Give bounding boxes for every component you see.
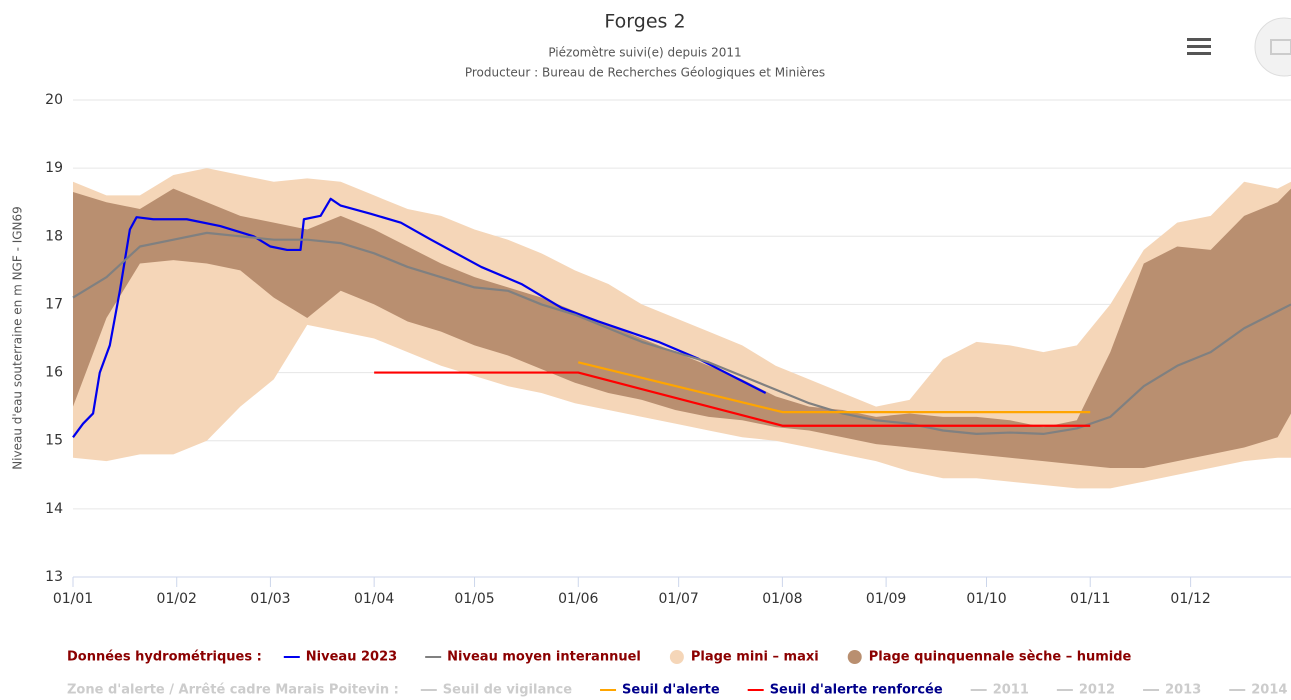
legend-item[interactable]: 2011: [970, 683, 1029, 698]
legend-label: 2014: [1251, 683, 1287, 698]
menu-bar: [1187, 45, 1211, 48]
legend-item[interactable]: 2014: [1229, 683, 1287, 698]
legend-label: Seuil d'alerte: [622, 683, 720, 698]
y-tick-label: 20: [45, 92, 63, 108]
chart-subtitle: Producteur : Bureau de Recherches Géolog…: [465, 66, 825, 80]
legend-label: 2013: [1165, 683, 1201, 698]
x-tick-label: 01/05: [454, 591, 494, 607]
legend-item[interactable]: 2012: [1056, 683, 1115, 698]
x-tick-label: 01/09: [866, 591, 906, 607]
legend: Données hydrométriques : Niveau 2023 Nivea…: [67, 650, 1287, 698]
plot-area: 13 14 15 16 17 18 19 20 01/01 01/02 01/03 01/04 01/0…: [45, 92, 1291, 607]
legend-item[interactable]: Plage mini – maxi: [669, 650, 819, 665]
y-tick-label: 17: [45, 296, 63, 312]
legend-label: 2012: [1079, 683, 1115, 698]
legend-label: Plage mini – maxi: [691, 650, 819, 665]
y-tick-label: 18: [45, 228, 63, 244]
y-tick-label: 14: [45, 501, 63, 517]
legend-symbol: [669, 650, 684, 664]
legend-item[interactable]: Seuil d'alerte renforcée: [747, 683, 943, 698]
x-tick-label: 01/12: [1170, 591, 1210, 607]
legend-label: Niveau 2023: [306, 650, 397, 665]
legend-item[interactable]: 2013: [1143, 683, 1201, 698]
legend-item[interactable]: Plage quinquennale sèche – humide: [847, 650, 1132, 665]
chart-subtitle: Piézomètre suivi(e) depuis 2011: [548, 46, 741, 60]
y-tick-label: 16: [45, 365, 63, 381]
legend-label: Niveau moyen interannuel: [447, 650, 641, 665]
line-series: [72, 197, 767, 438]
x-tick-label: 01/07: [658, 591, 698, 607]
legend-item[interactable]: Seuil d'alerte: [600, 683, 720, 698]
line-series: [578, 361, 1091, 414]
legend-label: 2011: [993, 683, 1029, 698]
y-tick-label: 13: [45, 569, 63, 585]
line-series: [374, 371, 1091, 427]
y-axis-label: Niveau d'eau souterraine en m NGF - IGN6…: [11, 206, 25, 470]
x-tick-label: 01/04: [354, 591, 394, 607]
legend-group-title: Zone d'alerte / Arrêté cadre Marais Poit…: [67, 683, 399, 698]
legend-label: Seuil de vigilance: [443, 683, 572, 698]
legend-group-title: Données hydrométriques :: [67, 650, 262, 665]
legend-label: Plage quinquennale sèche – humide: [869, 650, 1132, 665]
y-tick-label: 19: [45, 160, 63, 176]
table-button[interactable]: [1254, 17, 1291, 77]
x-tick-label: 01/02: [157, 591, 197, 607]
legend-item[interactable]: Niveau moyen interannuel: [425, 650, 641, 665]
area-range: [73, 188, 1291, 468]
x-tick-label: 01/11: [1070, 591, 1110, 607]
x-tick-label: 01/10: [966, 591, 1006, 607]
y-tick-label: 15: [45, 433, 63, 449]
legend-symbol: [847, 650, 862, 664]
menu-bar: [1187, 38, 1211, 41]
x-tick-label: 01/03: [250, 591, 290, 607]
menu-bar: [1187, 52, 1211, 55]
x-tick-label: 01/01: [53, 591, 93, 607]
legend-item[interactable]: Seuil de vigilance: [420, 683, 572, 698]
legend-label: Seuil d'alerte renforcée: [770, 683, 943, 698]
legend-item[interactable]: Niveau 2023: [283, 650, 397, 665]
menu-button[interactable]: [1187, 38, 1211, 55]
x-tick-label: 01/06: [558, 591, 598, 607]
line-series: [72, 231, 1291, 435]
x-tick-label: 01/08: [762, 591, 802, 607]
chart-title: Forges 2: [604, 11, 685, 33]
button-circle: [1254, 17, 1291, 77]
table-icon: [1270, 39, 1291, 55]
